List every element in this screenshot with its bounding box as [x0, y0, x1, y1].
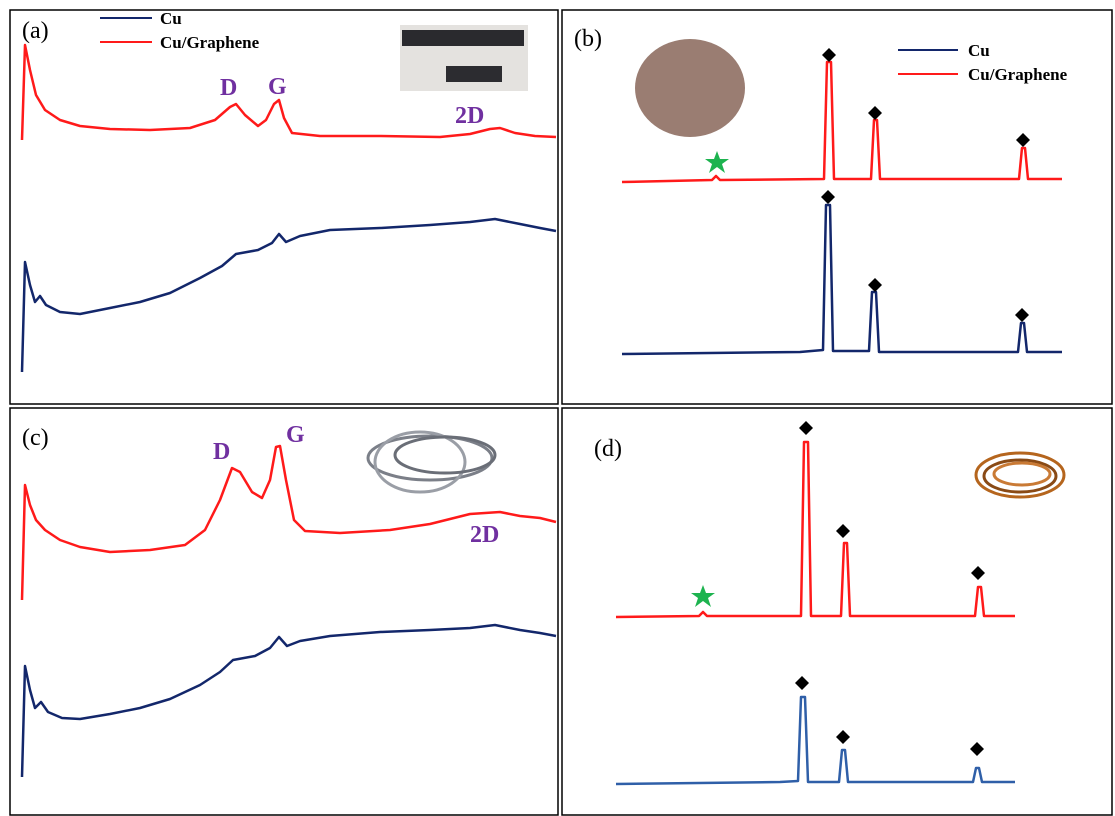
impurity-marker	[705, 151, 729, 173]
photo	[368, 432, 495, 492]
legend-entry: Cu/Graphene	[968, 65, 1068, 84]
peak-label: 2D	[455, 103, 484, 129]
panel-label: (d)	[594, 436, 622, 462]
figure: (a) Cu Cu/Graphene D G 2D (b) Cu Cu/Grap…	[0, 0, 1115, 816]
legend-entry: Cu	[968, 41, 990, 60]
impurity-marker	[691, 585, 715, 607]
legend-entry: Cu/Graphene	[160, 33, 260, 52]
legend-entry: Cu	[160, 9, 182, 28]
peak-label: G	[286, 422, 305, 448]
photo	[400, 25, 528, 91]
spectrum-cu	[22, 219, 556, 372]
peak-label: D	[213, 439, 230, 465]
peak-marker	[821, 48, 1030, 322]
peak-label: G	[268, 74, 287, 100]
pattern-cu-graphene	[616, 442, 1015, 617]
pattern-cu	[616, 697, 1015, 784]
peak-marker	[795, 421, 985, 756]
peak-label: 2D	[470, 522, 499, 548]
panel-label: (b)	[574, 26, 602, 52]
peak-label: D	[220, 75, 237, 101]
photo	[635, 39, 745, 137]
pattern-cu	[622, 205, 1062, 354]
panel-label: (a)	[22, 18, 49, 44]
photo	[976, 453, 1064, 497]
spectrum-cu	[22, 625, 556, 777]
panel-frame	[562, 408, 1112, 815]
panel-label: (c)	[22, 425, 49, 451]
